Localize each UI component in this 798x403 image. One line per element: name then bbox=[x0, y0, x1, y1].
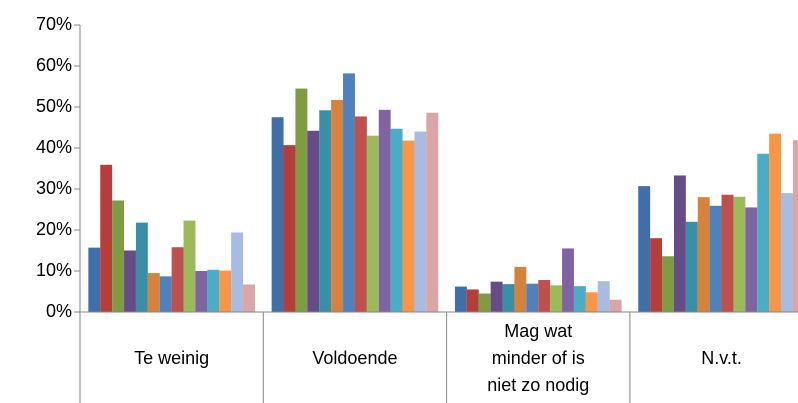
bar bbox=[100, 164, 113, 312]
bar bbox=[721, 194, 734, 312]
y-tick-label: 10% bbox=[36, 260, 72, 280]
y-tick-label: 60% bbox=[36, 55, 72, 75]
x-tick-label: Te weinig bbox=[134, 348, 210, 368]
x-tick-label: Voldoende bbox=[312, 348, 398, 368]
bar bbox=[526, 283, 539, 312]
y-tick-label: 50% bbox=[36, 96, 72, 116]
bar bbox=[585, 292, 598, 312]
bar bbox=[307, 130, 320, 312]
bar bbox=[378, 109, 391, 313]
y-tick-label: 30% bbox=[36, 178, 72, 198]
bar bbox=[685, 221, 698, 312]
bar bbox=[650, 238, 663, 312]
bar bbox=[538, 280, 551, 312]
bar bbox=[673, 175, 686, 312]
bar bbox=[195, 271, 208, 312]
bar bbox=[283, 145, 296, 312]
y-tick-label: 20% bbox=[36, 219, 72, 239]
bar bbox=[243, 284, 255, 312]
bar bbox=[426, 112, 439, 313]
bar bbox=[414, 131, 427, 312]
bar bbox=[135, 222, 148, 312]
bar bbox=[231, 232, 244, 312]
bar bbox=[514, 266, 527, 312]
bar bbox=[709, 205, 722, 312]
bar bbox=[597, 281, 610, 312]
bar bbox=[733, 196, 746, 312]
bar bbox=[402, 140, 415, 312]
y-tick-label: 70% bbox=[36, 14, 72, 34]
bar bbox=[147, 273, 160, 312]
bar bbox=[159, 276, 172, 312]
bar bbox=[573, 286, 586, 312]
bar bbox=[781, 193, 793, 312]
bar bbox=[271, 117, 284, 312]
bar bbox=[478, 293, 491, 312]
bar bbox=[366, 135, 379, 312]
y-tick-label: 40% bbox=[36, 137, 72, 157]
bar bbox=[638, 186, 651, 312]
bar bbox=[792, 140, 798, 312]
bar bbox=[183, 220, 196, 312]
bar bbox=[88, 247, 101, 312]
bar bbox=[697, 197, 710, 312]
bar bbox=[757, 153, 770, 312]
bar bbox=[207, 269, 220, 312]
bar bbox=[490, 281, 503, 312]
bar bbox=[466, 289, 479, 312]
bar bbox=[454, 286, 467, 312]
bar bbox=[219, 270, 232, 312]
y-tick-label: 0% bbox=[46, 301, 72, 321]
bar bbox=[343, 73, 355, 312]
bar bbox=[609, 299, 622, 312]
bar bbox=[662, 256, 674, 312]
bar bbox=[562, 248, 574, 312]
bar bbox=[769, 133, 782, 312]
bar bbox=[319, 110, 332, 312]
bar bbox=[390, 128, 403, 312]
bar bbox=[354, 116, 367, 313]
bar bbox=[124, 250, 136, 312]
bar bbox=[171, 247, 184, 312]
bar bbox=[745, 207, 758, 312]
bar bbox=[331, 100, 344, 312]
x-tick-label: Mag wat minder of is niet zo nodig bbox=[487, 321, 590, 395]
bar bbox=[502, 284, 515, 312]
bar bbox=[295, 88, 308, 312]
x-tick-label: N.v.t. bbox=[701, 348, 742, 368]
bar bbox=[112, 200, 125, 312]
bar bbox=[550, 285, 563, 312]
